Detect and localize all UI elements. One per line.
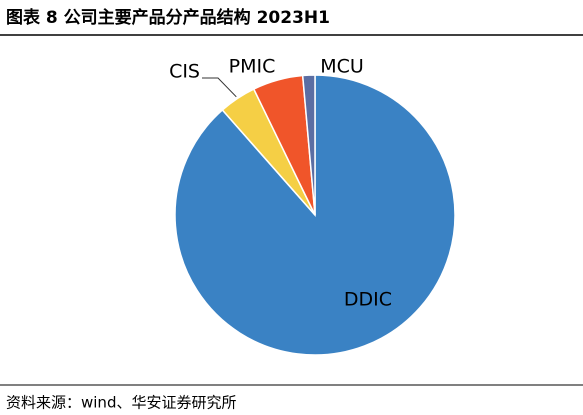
pie-slice (301, 74, 316, 216)
slice-label: PMIC (229, 56, 276, 78)
source: 资料来源：wind、华安证券研究所 (6, 394, 236, 412)
leader-line (202, 77, 237, 98)
slice-label: CIS (169, 61, 200, 83)
slice-label: MCU (320, 56, 364, 78)
pie-slice (174, 74, 456, 356)
slice-label: DDIC (344, 289, 392, 311)
chart-title: 图表 8 公司主要产品分产品结构 2023H1 (6, 7, 330, 28)
